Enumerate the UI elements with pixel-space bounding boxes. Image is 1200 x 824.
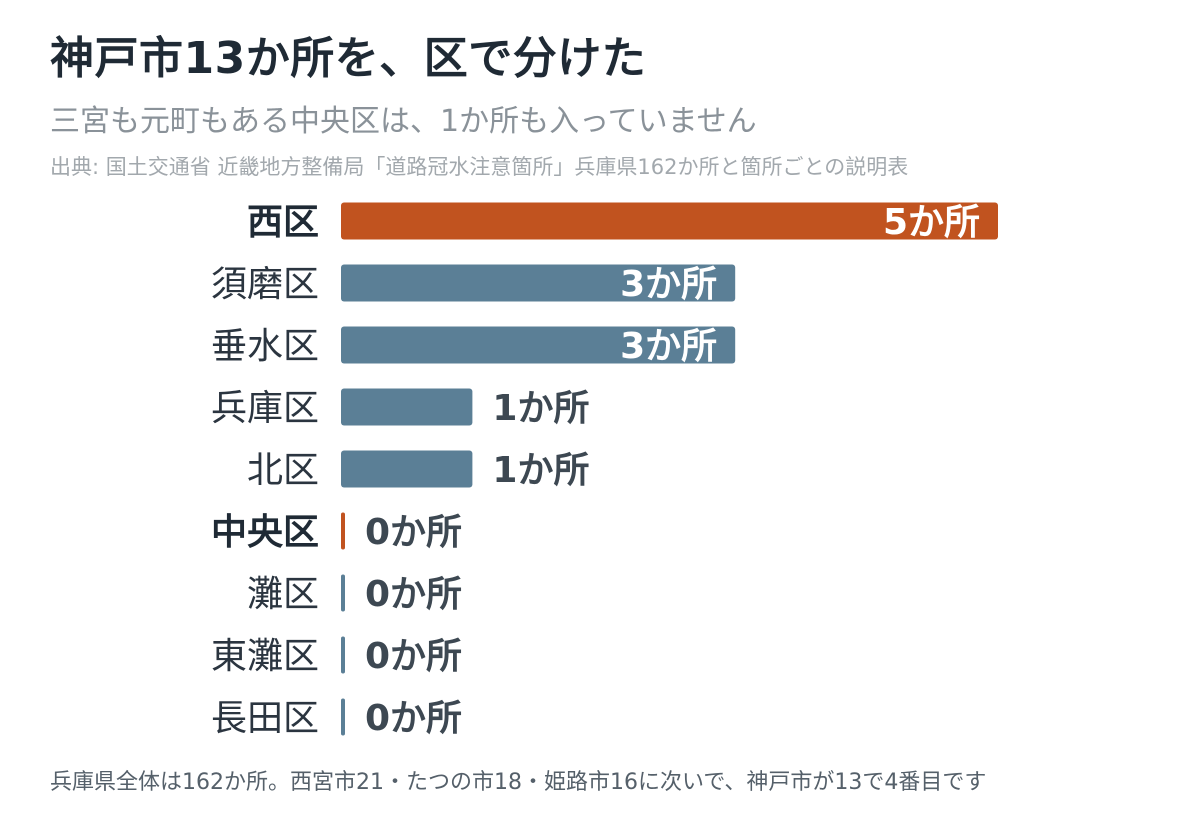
bar xyxy=(341,574,345,612)
category-label: 中央区 xyxy=(211,512,319,553)
bar xyxy=(341,388,473,426)
value-label: 3か所 xyxy=(620,264,717,305)
category-label: 北区 xyxy=(247,450,319,491)
category-label: 灘区 xyxy=(247,574,319,615)
footnote: 兵庫県全体は162か所。西宮市21・たつの市18・姫路市16に次いで、神戸市が1… xyxy=(50,770,987,795)
value-label: 5か所 xyxy=(883,202,980,243)
bar xyxy=(341,326,736,364)
bar xyxy=(341,450,473,488)
source-note: 出典: 国土交通省 近畿地方整備局「道路冠水注意箇所」兵庫県162か所と箇所ごと… xyxy=(50,155,909,179)
value-label: 0か所 xyxy=(365,698,462,739)
value-label: 1か所 xyxy=(492,388,589,429)
bar xyxy=(341,698,345,736)
category-label: 須磨区 xyxy=(211,264,319,305)
value-label: 0か所 xyxy=(365,512,462,553)
category-label: 東灘区 xyxy=(211,636,319,677)
value-label: 1か所 xyxy=(492,450,589,491)
value-label: 0か所 xyxy=(365,636,462,677)
category-label: 兵庫区 xyxy=(211,388,319,429)
chart-title: 神戸市13か所を、区で分けた xyxy=(50,33,647,84)
bar xyxy=(341,202,998,240)
category-label: 西区 xyxy=(247,202,319,243)
bar xyxy=(341,264,736,302)
category-label: 長田区 xyxy=(211,698,319,739)
chart-subtitle: 三宮も元町もある中央区は、1か所も入っていません xyxy=(50,104,757,139)
bar xyxy=(341,636,345,674)
bar xyxy=(341,512,345,550)
value-label: 0か所 xyxy=(365,574,462,615)
category-label: 垂水区 xyxy=(211,326,319,367)
value-label: 3か所 xyxy=(620,326,717,367)
